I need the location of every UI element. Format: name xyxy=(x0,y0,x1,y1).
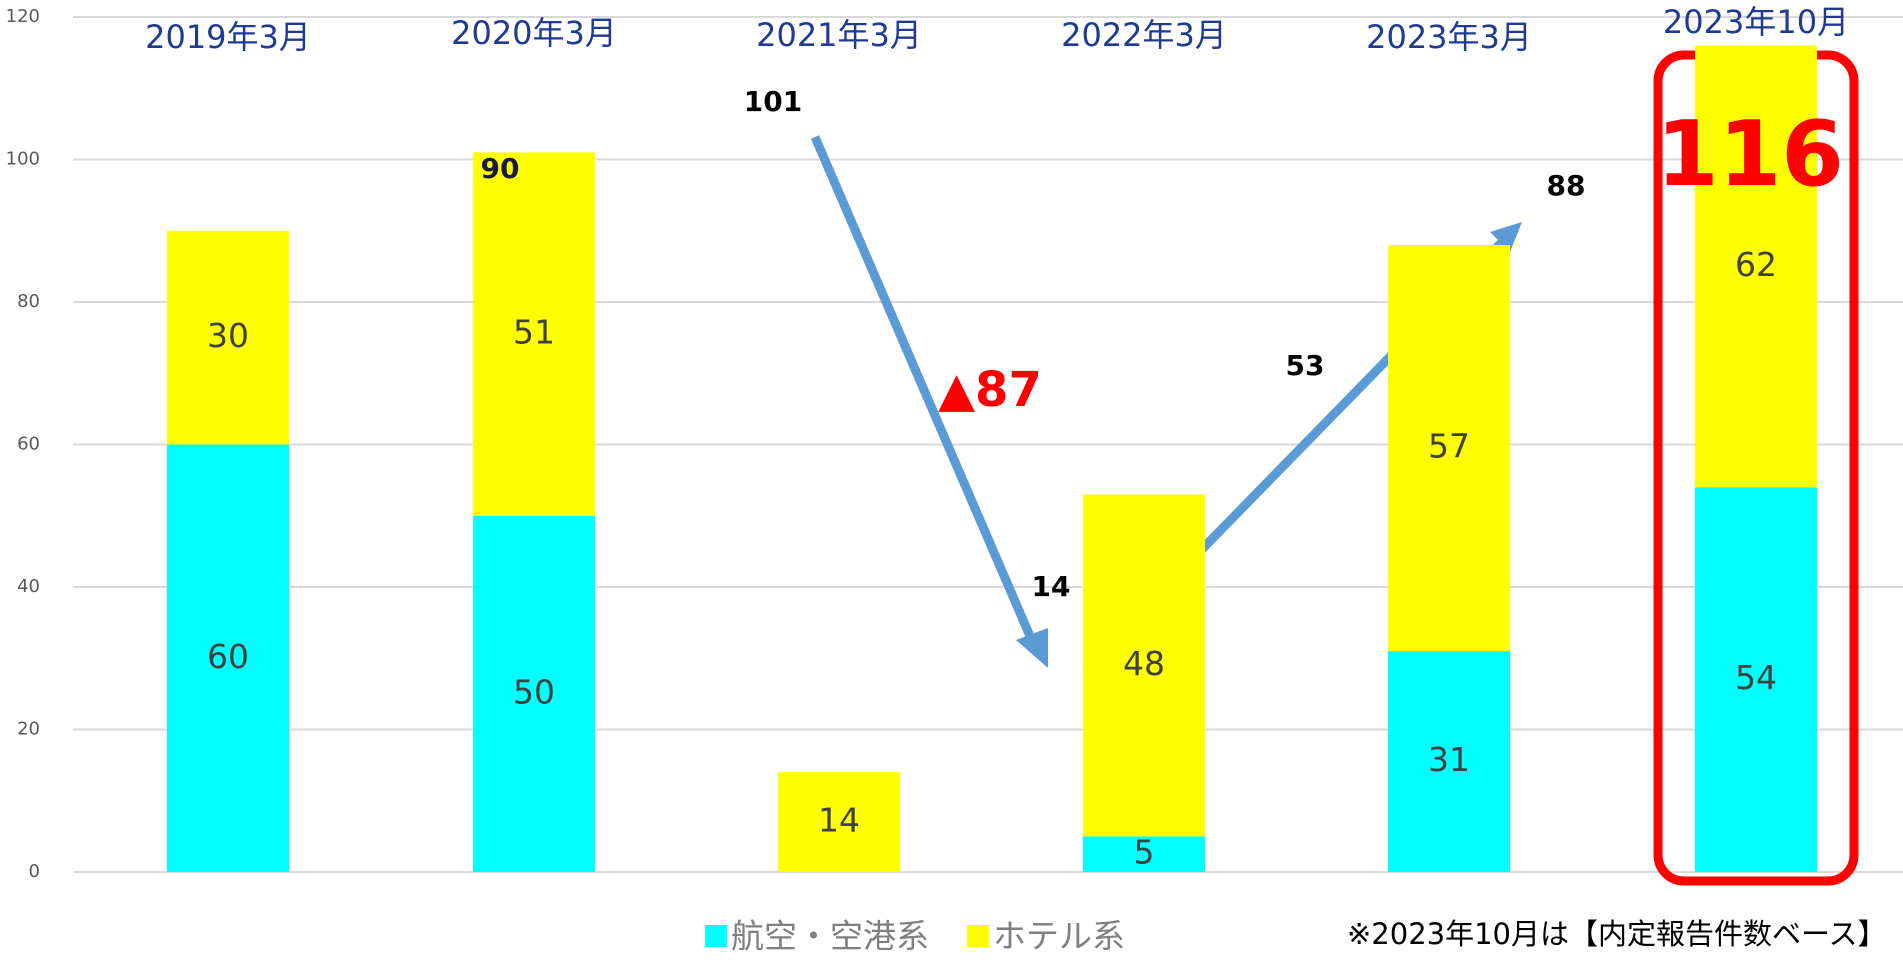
bar-value-label: 48 xyxy=(1123,644,1165,683)
annotation: 14 xyxy=(1032,570,1071,603)
bar-value-label: 30 xyxy=(207,316,249,355)
y-tick-label: 100 xyxy=(6,149,40,170)
bar-value-label: 51 xyxy=(513,313,555,352)
bar-segment xyxy=(1388,651,1510,872)
x-category-label: 2023年10月 xyxy=(1663,3,1849,41)
bar-segment xyxy=(778,772,900,872)
bar-value-label: 54 xyxy=(1735,658,1777,697)
legend-swatch xyxy=(705,925,727,947)
footnote: ※2023年10月は【内定報告件数ベース】 xyxy=(1347,917,1887,951)
arrow-head xyxy=(1490,222,1522,252)
bar-segment xyxy=(473,152,595,516)
bar-value-label: 31 xyxy=(1428,740,1470,779)
y-tick-label: 40 xyxy=(17,576,40,597)
bar-value-label: 57 xyxy=(1428,427,1470,466)
y-tick-label: 120 xyxy=(6,6,40,27)
bar-value-label: 14 xyxy=(818,801,860,840)
bar-value-label: 60 xyxy=(207,637,249,676)
legend-label: ホテル系 xyxy=(993,917,1125,956)
bar-value-label: 50 xyxy=(513,672,555,711)
annotation: 116 xyxy=(1656,102,1844,207)
arrow-head xyxy=(1016,628,1048,668)
annotation: 53 xyxy=(1286,349,1325,382)
arrow xyxy=(810,135,1041,652)
bar-segment xyxy=(1388,245,1510,652)
bar-segment xyxy=(1083,494,1205,837)
x-category-label: 2021年3月 xyxy=(756,16,922,54)
bar-segment xyxy=(1695,487,1817,872)
annotation: 101 xyxy=(744,85,802,118)
annotation: ▲87 xyxy=(938,362,1042,418)
annotation: 90 xyxy=(481,152,520,185)
bar-value-label: 5 xyxy=(1134,833,1155,872)
bar-segment xyxy=(167,230,289,445)
y-tick-label: 0 xyxy=(29,861,40,882)
x-category-label: 2023年3月 xyxy=(1366,18,1532,56)
x-category-label: 2019年3月 xyxy=(145,18,311,56)
annotation: 88 xyxy=(1547,169,1586,202)
y-tick-label: 80 xyxy=(17,291,40,312)
bar-value-label: 62 xyxy=(1735,245,1777,284)
y-tick-label: 20 xyxy=(17,719,40,740)
bar-segment xyxy=(1083,836,1205,872)
legend-swatch xyxy=(967,925,989,947)
x-category-label: 2022年3月 xyxy=(1061,16,1227,54)
x-category-label: 2020年3月 xyxy=(451,14,617,52)
y-tick-label: 60 xyxy=(17,434,40,455)
legend-label: 航空・空港系 xyxy=(731,917,929,956)
bar-segment xyxy=(473,515,595,872)
bar-segment xyxy=(1695,45,1817,488)
bar-segment xyxy=(167,444,289,872)
